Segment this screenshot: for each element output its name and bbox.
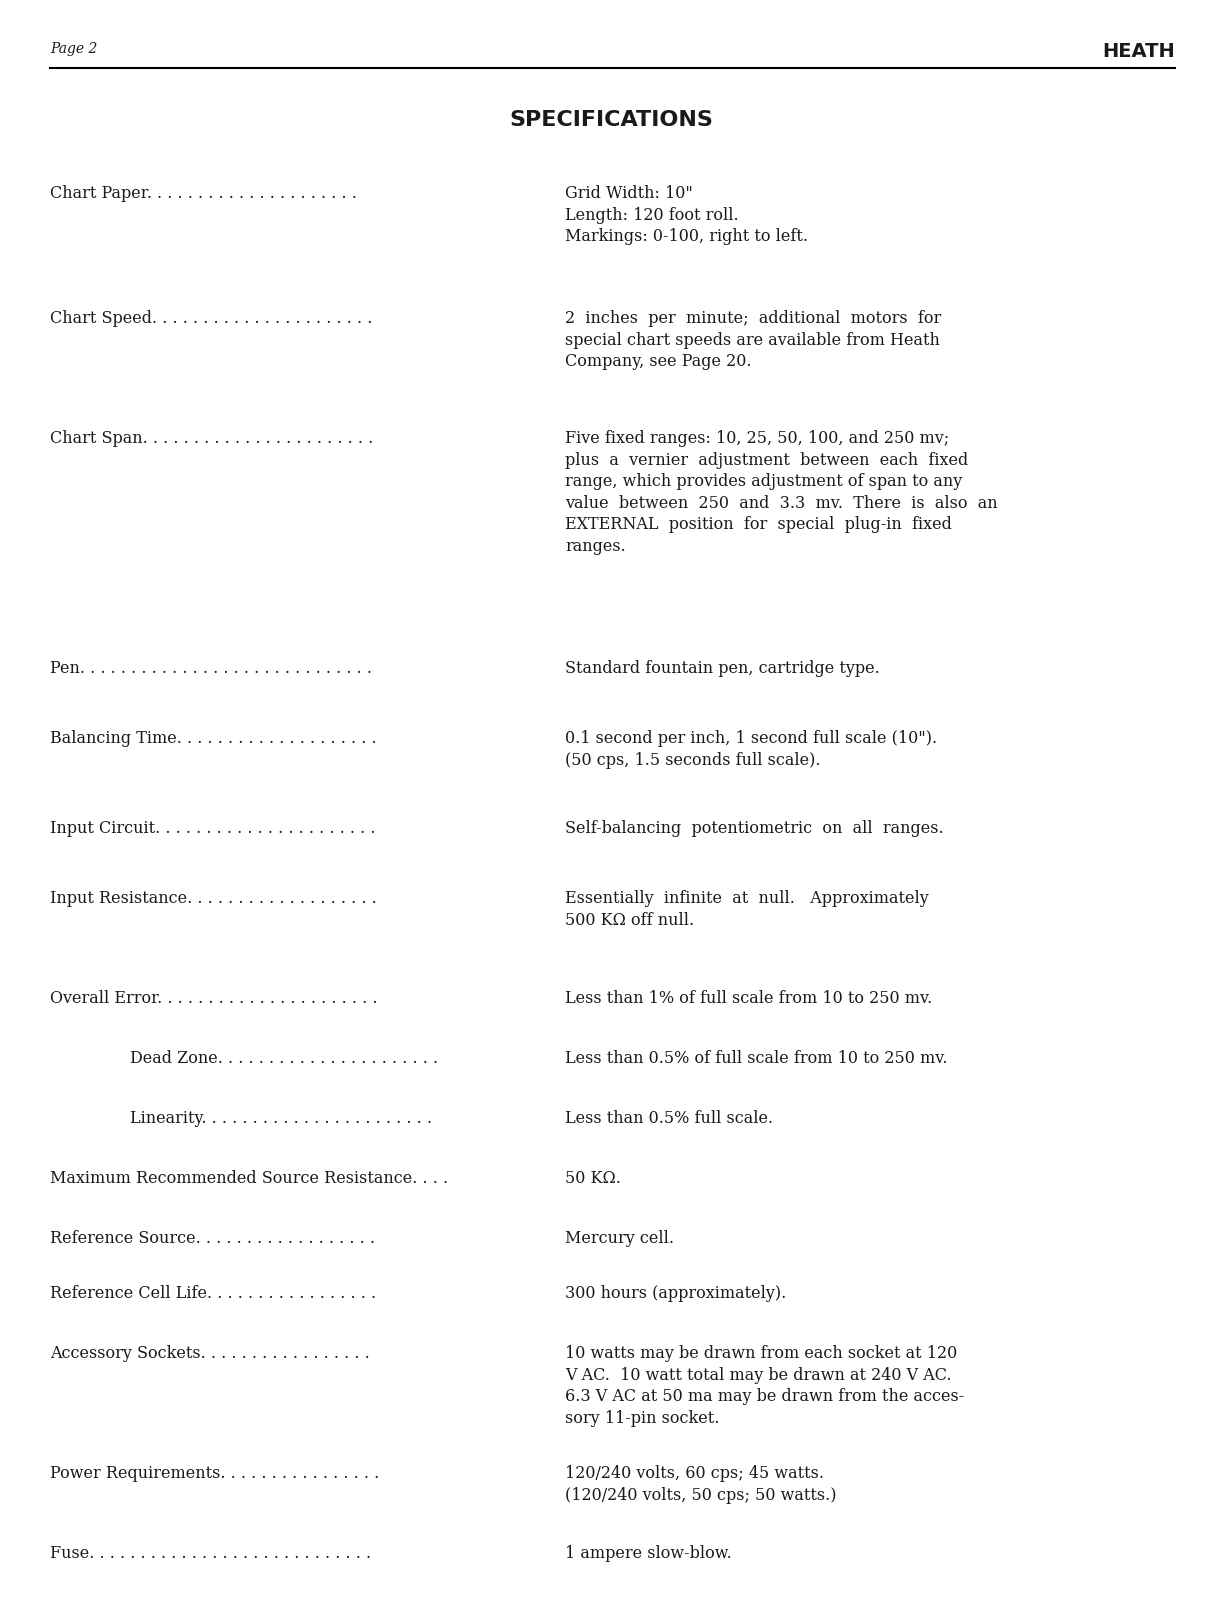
Text: Reference Cell Life. . . . . . . . . . . . . . . . .: Reference Cell Life. . . . . . . . . . .… (50, 1285, 376, 1302)
Text: Pen. . . . . . . . . . . . . . . . . . . . . . . . . . . . .: Pen. . . . . . . . . . . . . . . . . . .… (50, 659, 371, 677)
Text: Accessory Sockets. . . . . . . . . . . . . . . . .: Accessory Sockets. . . . . . . . . . . .… (50, 1346, 370, 1362)
Text: Chart Speed. . . . . . . . . . . . . . . . . . . . . .: Chart Speed. . . . . . . . . . . . . . .… (50, 310, 373, 326)
Text: 300 hours (approximately).: 300 hours (approximately). (565, 1285, 786, 1302)
Text: 0.1 second per inch, 1 second full scale (10").
(50 cps, 1.5 seconds full scale): 0.1 second per inch, 1 second full scale… (565, 730, 937, 768)
Text: Dead Zone. . . . . . . . . . . . . . . . . . . . . .: Dead Zone. . . . . . . . . . . . . . . .… (130, 1050, 439, 1067)
Text: SPECIFICATIONS: SPECIFICATIONS (510, 110, 712, 130)
Text: 120/240 volts, 60 cps; 45 watts.
(120/240 volts, 50 cps; 50 watts.): 120/240 volts, 60 cps; 45 watts. (120/24… (565, 1466, 837, 1504)
Text: Less than 0.5% of full scale from 10 to 250 mv.: Less than 0.5% of full scale from 10 to … (565, 1050, 947, 1067)
Text: Input Circuit. . . . . . . . . . . . . . . . . . . . . .: Input Circuit. . . . . . . . . . . . . .… (50, 819, 375, 837)
Text: Power Requirements. . . . . . . . . . . . . . . .: Power Requirements. . . . . . . . . . . … (50, 1466, 379, 1482)
Text: 2  inches  per  minute;  additional  motors  for
special chart speeds are availa: 2 inches per minute; additional motors f… (565, 310, 941, 370)
Text: Linearity. . . . . . . . . . . . . . . . . . . . . . .: Linearity. . . . . . . . . . . . . . . .… (130, 1110, 433, 1126)
Text: HEATH: HEATH (1102, 42, 1176, 61)
Text: Five fixed ranges: 10, 25, 50, 100, and 250 mv;
plus  a  vernier  adjustment  be: Five fixed ranges: 10, 25, 50, 100, and … (565, 430, 997, 555)
Text: Balancing Time. . . . . . . . . . . . . . . . . . . .: Balancing Time. . . . . . . . . . . . . … (50, 730, 376, 747)
Text: Grid Width: 10"
Length: 120 foot roll.
Markings: 0-100, right to left.: Grid Width: 10" Length: 120 foot roll. M… (565, 186, 808, 245)
Text: Page 2: Page 2 (50, 42, 98, 56)
Text: Essentially  infinite  at  null.   Approximately
500 KΩ off null.: Essentially infinite at null. Approximat… (565, 890, 929, 928)
Text: Overall Error. . . . . . . . . . . . . . . . . . . . . .: Overall Error. . . . . . . . . . . . . .… (50, 990, 378, 1006)
Text: Chart Span. . . . . . . . . . . . . . . . . . . . . . .: Chart Span. . . . . . . . . . . . . . . … (50, 430, 373, 446)
Text: Self-balancing  potentiometric  on  all  ranges.: Self-balancing potentiometric on all ran… (565, 819, 943, 837)
Text: 1 ampere slow-blow.: 1 ampere slow-blow. (565, 1546, 732, 1562)
Text: Reference Source. . . . . . . . . . . . . . . . . .: Reference Source. . . . . . . . . . . . … (50, 1230, 375, 1246)
Text: 50 KΩ.: 50 KΩ. (565, 1170, 621, 1187)
Text: Less than 1% of full scale from 10 to 250 mv.: Less than 1% of full scale from 10 to 25… (565, 990, 932, 1006)
Text: 10 watts may be drawn from each socket at 120
V AC.  10 watt total may be drawn : 10 watts may be drawn from each socket a… (565, 1346, 964, 1427)
Text: Standard fountain pen, cartridge type.: Standard fountain pen, cartridge type. (565, 659, 880, 677)
Text: Chart Paper. . . . . . . . . . . . . . . . . . . . .: Chart Paper. . . . . . . . . . . . . . .… (50, 186, 357, 202)
Text: Maximum Recommended Source Resistance. . . .: Maximum Recommended Source Resistance. .… (50, 1170, 448, 1187)
Text: Input Resistance. . . . . . . . . . . . . . . . . . .: Input Resistance. . . . . . . . . . . . … (50, 890, 376, 907)
Text: Fuse. . . . . . . . . . . . . . . . . . . . . . . . . . . .: Fuse. . . . . . . . . . . . . . . . . . … (50, 1546, 371, 1562)
Text: Less than 0.5% full scale.: Less than 0.5% full scale. (565, 1110, 774, 1126)
Text: Mercury cell.: Mercury cell. (565, 1230, 675, 1246)
